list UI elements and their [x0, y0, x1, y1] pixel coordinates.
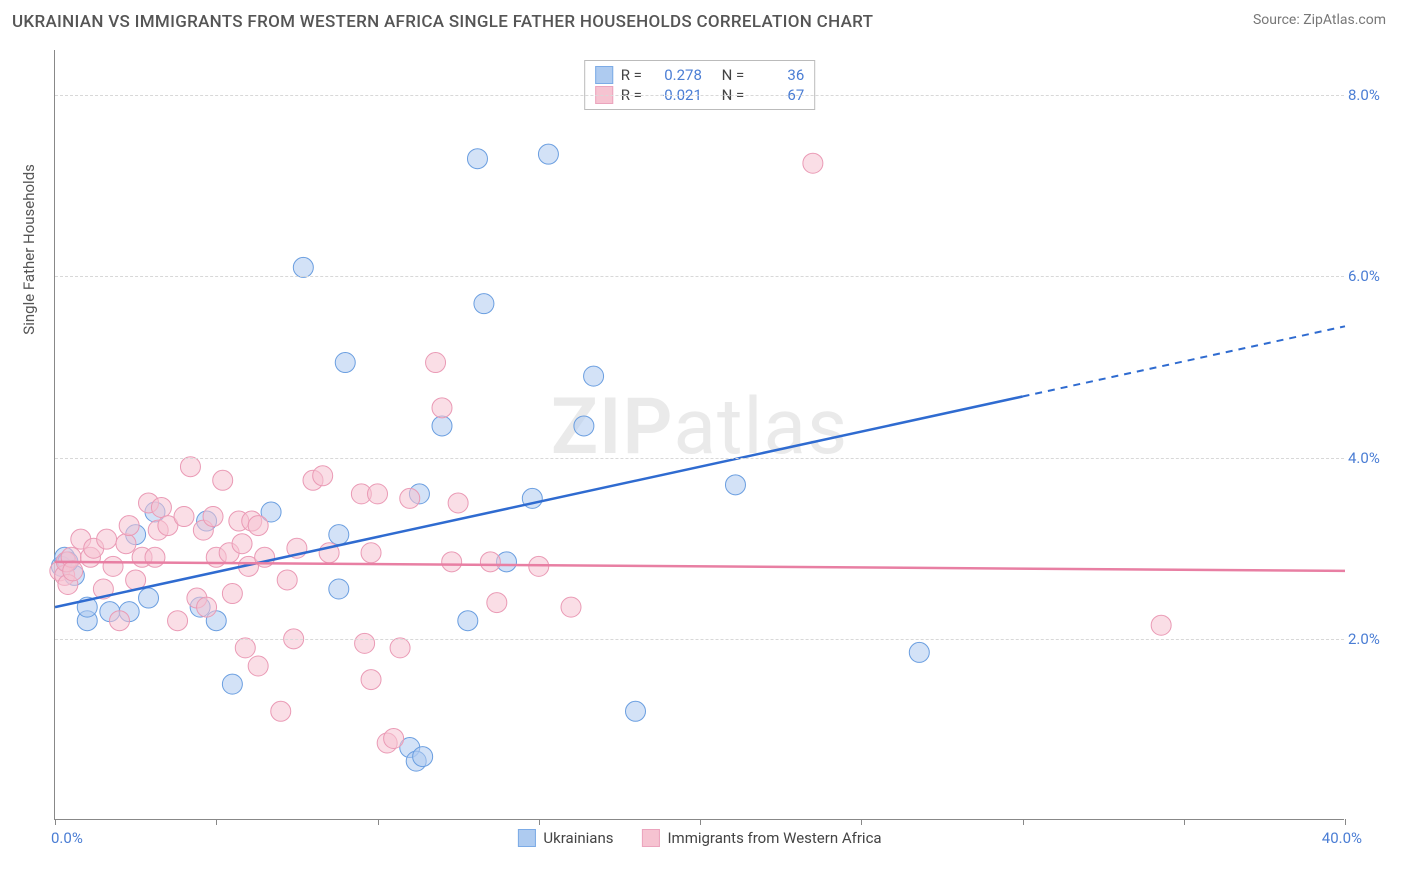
- stats-legend: R = 0.278 N = 36 R = -0.021 N = 67: [584, 60, 816, 110]
- legend-item-west-africa: Immigrants from Western Africa: [641, 829, 881, 847]
- data-point-west_africa: [174, 507, 194, 527]
- data-point-west_africa: [222, 584, 242, 604]
- data-point-west_africa: [168, 611, 188, 631]
- data-point-ukrainians: [329, 579, 349, 599]
- series-legend: Ukrainians Immigrants from Western Afric…: [517, 829, 881, 847]
- data-point-west_africa: [487, 593, 507, 613]
- data-point-west_africa: [203, 507, 223, 527]
- x-tick: [55, 819, 56, 825]
- data-point-west_africa: [119, 516, 139, 536]
- data-point-west_africa: [448, 493, 468, 513]
- data-point-west_africa: [561, 597, 581, 617]
- x-tick: [1345, 819, 1346, 825]
- legend-swatch-ukrainians: [517, 829, 535, 847]
- gridline: [55, 458, 1344, 459]
- data-point-ukrainians: [293, 257, 313, 277]
- data-point-ukrainians: [725, 475, 745, 495]
- data-point-west_africa: [235, 638, 255, 658]
- stats-row-ukrainians: R = 0.278 N = 36: [595, 65, 805, 85]
- data-point-west_africa: [355, 633, 375, 653]
- data-point-west_africa: [480, 552, 500, 572]
- gridline: [55, 95, 1344, 96]
- data-point-ukrainians: [467, 149, 487, 169]
- x-tick: [216, 819, 217, 825]
- source-attribution: Source: ZipAtlas.com: [1253, 12, 1386, 28]
- data-point-ukrainians: [139, 588, 159, 608]
- data-point-west_africa: [384, 728, 404, 748]
- data-point-west_africa: [277, 570, 297, 590]
- data-point-west_africa: [248, 516, 268, 536]
- y-tick-label: 4.0%: [1348, 449, 1398, 467]
- x-tick: [1023, 819, 1024, 825]
- data-point-west_africa: [232, 534, 252, 554]
- y-tick-label: 2.0%: [1348, 630, 1398, 648]
- data-point-west_africa: [432, 398, 452, 418]
- data-point-west_africa: [361, 543, 381, 563]
- x-tick: [539, 819, 540, 825]
- data-point-west_africa: [400, 488, 420, 508]
- data-point-ukrainians: [574, 416, 594, 436]
- chart-title: UKRAINIAN VS IMMIGRANTS FROM WESTERN AFR…: [12, 12, 873, 32]
- data-point-west_africa: [151, 497, 171, 517]
- data-point-west_africa: [368, 484, 388, 504]
- data-point-west_africa: [442, 552, 462, 572]
- data-point-ukrainians: [626, 701, 646, 721]
- data-point-west_africa: [313, 466, 333, 486]
- data-point-west_africa: [63, 561, 83, 581]
- x-axis-max-label: 40.0%: [1322, 829, 1362, 847]
- data-point-west_africa: [361, 670, 381, 690]
- gridline: [55, 276, 1344, 277]
- x-tick: [700, 819, 701, 825]
- data-point-west_africa: [213, 470, 233, 490]
- trend-line-dashed-ukrainians: [1023, 326, 1346, 396]
- data-point-west_africa: [116, 534, 136, 554]
- x-tick: [1184, 819, 1185, 825]
- y-tick-label: 8.0%: [1348, 86, 1398, 104]
- data-point-ukrainians: [909, 642, 929, 662]
- data-point-ukrainians: [335, 353, 355, 373]
- data-point-ukrainians: [458, 611, 478, 631]
- chart-plot-area: ZIPatlas R = 0.278 N = 36 R = -0.021 N =…: [54, 50, 1344, 820]
- data-point-ukrainians: [584, 366, 604, 386]
- data-point-west_africa: [248, 656, 268, 676]
- data-point-west_africa: [180, 457, 200, 477]
- data-point-west_africa: [271, 701, 291, 721]
- data-point-ukrainians: [222, 674, 242, 694]
- legend-label-ukrainians: Ukrainians: [543, 829, 613, 847]
- y-tick-label: 6.0%: [1348, 267, 1398, 285]
- x-tick: [861, 819, 862, 825]
- data-point-west_africa: [97, 529, 117, 549]
- legend-swatch-west-africa: [641, 829, 659, 847]
- swatch-ukrainians: [595, 66, 613, 84]
- scatter-svg: [55, 50, 1344, 819]
- data-point-ukrainians: [329, 525, 349, 545]
- legend-label-west-africa: Immigrants from Western Africa: [667, 829, 881, 847]
- y-axis-title: Single Father Households: [20, 164, 38, 335]
- data-point-west_africa: [390, 638, 410, 658]
- gridline: [55, 639, 1344, 640]
- legend-item-ukrainians: Ukrainians: [517, 829, 613, 847]
- x-axis-min-label: 0.0%: [51, 829, 83, 847]
- data-point-west_africa: [803, 153, 823, 173]
- data-point-west_africa: [197, 597, 217, 617]
- data-point-ukrainians: [432, 416, 452, 436]
- data-point-west_africa: [145, 547, 165, 567]
- data-point-ukrainians: [474, 294, 494, 314]
- data-point-west_africa: [1151, 615, 1171, 635]
- data-point-west_africa: [110, 611, 130, 631]
- data-point-west_africa: [103, 556, 123, 576]
- x-tick: [378, 819, 379, 825]
- data-point-ukrainians: [413, 747, 433, 767]
- data-point-ukrainians: [538, 144, 558, 164]
- data-point-west_africa: [426, 353, 446, 373]
